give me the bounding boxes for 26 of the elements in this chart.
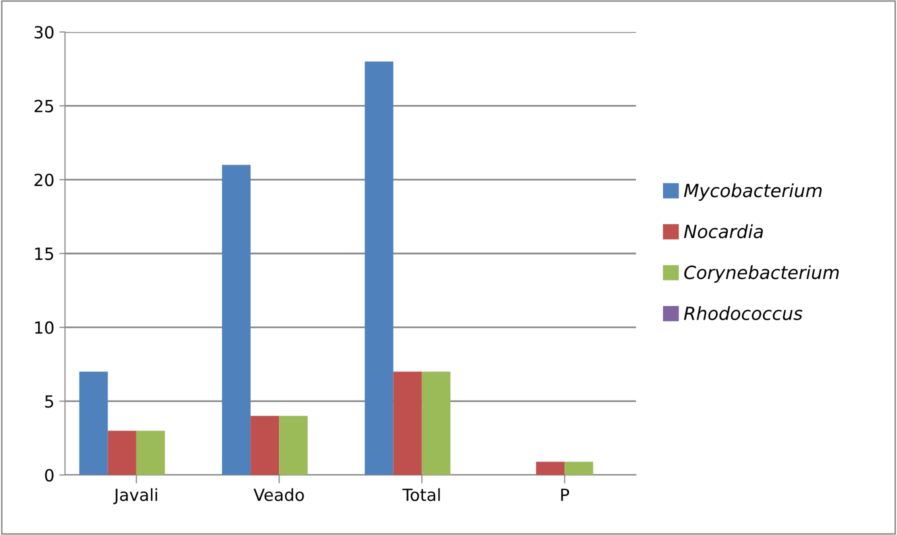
bar bbox=[108, 430, 136, 475]
bar bbox=[250, 416, 280, 475]
y-tick-label: 15 bbox=[35, 248, 54, 260]
legend-label: Nocardia bbox=[684, 224, 763, 238]
legend-label: Corynebacterium bbox=[684, 265, 839, 283]
y-tick-label: 25 bbox=[34, 100, 54, 112]
legend-label: Mycobacterium bbox=[684, 183, 822, 201]
legend-label: Rhodococcus bbox=[684, 306, 802, 320]
bar bbox=[136, 430, 165, 475]
y-tick-label: 5 bbox=[45, 395, 54, 408]
bar bbox=[422, 372, 450, 475]
y-tick-label: 30 bbox=[34, 26, 54, 39]
x-tick-label: Total bbox=[402, 488, 440, 502]
bar bbox=[536, 462, 565, 475]
y-tick-label: 0 bbox=[45, 468, 54, 482]
x-tick-label: Veado bbox=[254, 488, 304, 502]
bar bbox=[79, 372, 108, 475]
bar bbox=[279, 416, 308, 475]
x-tick-label: P bbox=[561, 488, 570, 501]
x-tick-label: Javali bbox=[113, 488, 158, 504]
bar bbox=[364, 62, 394, 475]
y-tick-label: 10 bbox=[35, 321, 54, 334]
bar bbox=[564, 462, 594, 475]
y-tick-label: 20 bbox=[34, 174, 54, 186]
bar bbox=[222, 164, 251, 475]
bar bbox=[393, 372, 422, 475]
